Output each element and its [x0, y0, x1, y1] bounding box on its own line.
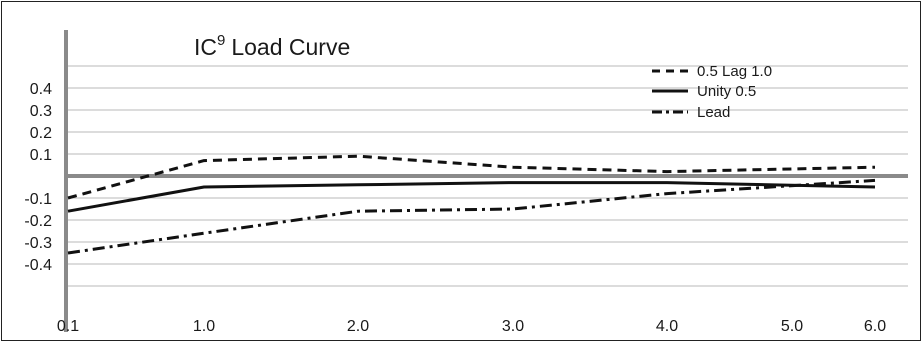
legend-label: 0.5 Lag 1.0: [697, 63, 772, 80]
y-tick-label: -0.2: [24, 213, 52, 230]
y-tick-label: 0.3: [30, 103, 52, 120]
y-tick-label: 0.2: [30, 125, 52, 142]
y-tick-label: -0.3: [24, 235, 52, 252]
x-tick-label: 2.0: [347, 318, 369, 335]
legend-label: Lead: [697, 104, 730, 121]
y-tick-labels: 0.4 0.3 0.2 0.1 -0.1 -0.2 -0.3 -0.4: [24, 81, 52, 274]
series-lines: [67, 154, 876, 255]
y-tick-label: 0.4: [30, 81, 52, 98]
legend-label: Unity 0.5: [697, 83, 756, 100]
x-tick-label: 5.0: [781, 318, 803, 335]
x-tick-label: 0.1: [57, 318, 79, 335]
title-superscript: 9: [217, 32, 225, 49]
x-tick-label: 4.0: [656, 318, 678, 335]
gridlines: [66, 65, 908, 287]
chart-title: IC9 Load Curve: [194, 32, 350, 60]
series-line-solid: [67, 181, 876, 213]
y-tick-label: 0.1: [30, 147, 52, 164]
axes: [64, 30, 908, 332]
x-tick-label: 6.0: [864, 318, 886, 335]
y-tick-label: -0.1: [24, 191, 52, 208]
legend: 0.5 Lag 1.0 Unity 0.5 Lead: [652, 63, 772, 121]
x-tick-labels: 0.1 1.0 2.0 3.0 4.0 5.0 6.0: [57, 318, 886, 335]
x-tick-label: 3.0: [502, 318, 524, 335]
y-tick-label: -0.4: [24, 257, 52, 274]
x-tick-label: 1.0: [193, 318, 215, 335]
